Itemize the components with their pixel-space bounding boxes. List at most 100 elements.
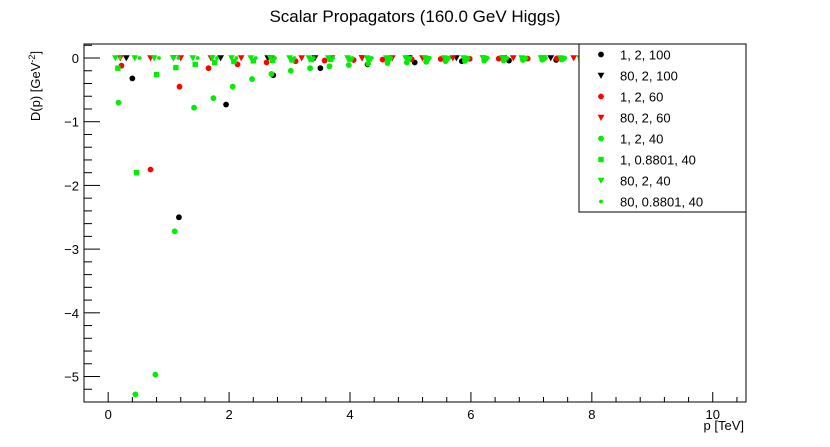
data-point bbox=[211, 59, 218, 66]
data-point bbox=[273, 56, 277, 60]
data-point bbox=[171, 228, 178, 235]
data-point bbox=[482, 55, 489, 62]
data-point bbox=[173, 64, 179, 71]
legend-marker bbox=[598, 93, 604, 100]
data-point bbox=[317, 65, 324, 72]
x-axis-label: p [TeV] bbox=[704, 418, 744, 433]
data-point bbox=[268, 71, 275, 77]
data-point bbox=[382, 55, 390, 62]
data-point bbox=[556, 55, 564, 62]
data-point bbox=[350, 56, 355, 60]
x-tick-label: 10 bbox=[706, 407, 720, 422]
data-point bbox=[115, 99, 122, 106]
y-tick-label: −2 bbox=[64, 178, 79, 193]
data-point bbox=[311, 56, 316, 60]
data-point bbox=[366, 56, 373, 62]
data-point bbox=[524, 56, 529, 60]
data-point bbox=[247, 55, 255, 62]
y-tick-label: 0 bbox=[72, 51, 79, 66]
plot-frame bbox=[83, 43, 747, 403]
data-point bbox=[250, 58, 256, 64]
data-point bbox=[563, 56, 568, 60]
data-point bbox=[345, 62, 352, 68]
data-point bbox=[307, 65, 314, 72]
data-point bbox=[170, 55, 177, 62]
data-point bbox=[326, 63, 333, 70]
y-tick-label: −1 bbox=[64, 115, 79, 130]
legend-label: 1, 2, 60 bbox=[620, 90, 663, 105]
data-point bbox=[210, 95, 217, 102]
data-point bbox=[150, 55, 158, 62]
data-point bbox=[405, 56, 411, 62]
data-point bbox=[363, 55, 371, 62]
data-point bbox=[153, 71, 160, 78]
data-point bbox=[440, 55, 448, 62]
data-point bbox=[437, 56, 444, 62]
legend-marker bbox=[597, 72, 605, 79]
data-point bbox=[157, 56, 161, 60]
data-point bbox=[365, 60, 372, 67]
data-point bbox=[386, 56, 392, 62]
x-tick-label: 8 bbox=[588, 407, 595, 422]
data-point bbox=[402, 55, 410, 62]
data-point bbox=[424, 56, 431, 62]
data-point bbox=[192, 61, 198, 68]
data-point bbox=[463, 55, 469, 62]
data-point bbox=[408, 56, 413, 60]
data-point bbox=[147, 166, 154, 173]
data-point bbox=[129, 75, 136, 82]
legend-label: 1, 2, 40 bbox=[620, 132, 663, 147]
data-point bbox=[217, 55, 225, 62]
data-point bbox=[112, 55, 119, 62]
data-point bbox=[152, 371, 159, 378]
legend-marker bbox=[597, 177, 605, 184]
data-point bbox=[321, 57, 328, 64]
data-point bbox=[379, 56, 386, 63]
data-point bbox=[115, 65, 121, 71]
data-point bbox=[427, 56, 432, 60]
data-point bbox=[444, 55, 450, 62]
data-point bbox=[229, 83, 236, 90]
x-tick-label: 4 bbox=[346, 407, 353, 422]
data-point bbox=[308, 56, 315, 63]
data-point bbox=[521, 55, 527, 62]
data-point bbox=[205, 65, 212, 72]
data-point bbox=[305, 55, 313, 62]
data-point bbox=[191, 104, 197, 111]
data-point bbox=[189, 55, 197, 62]
data-point bbox=[132, 391, 139, 398]
data-point bbox=[389, 56, 394, 60]
data-point bbox=[518, 55, 526, 62]
legend-label: 1, 0.8801, 40 bbox=[620, 153, 696, 168]
x-tick-label: 0 bbox=[105, 407, 112, 422]
legend: 1, 2, 100 80, 2, 100 1, 2, 60 80, 2, 60 1, 2… bbox=[578, 43, 747, 213]
data-point bbox=[560, 55, 566, 62]
data-point bbox=[358, 55, 366, 62]
data-point bbox=[485, 56, 490, 60]
data-point bbox=[215, 56, 219, 60]
legend-box bbox=[578, 43, 747, 213]
data-point bbox=[223, 101, 229, 108]
legend-marker bbox=[599, 199, 603, 204]
data-point bbox=[131, 55, 139, 62]
y-tick-label: −3 bbox=[64, 242, 79, 257]
data-point bbox=[543, 56, 548, 60]
chart-title: Scalar Propagators (160.0 GeV Higgs) bbox=[269, 7, 560, 26]
data-point bbox=[479, 55, 487, 62]
data-point bbox=[195, 56, 200, 60]
data-point bbox=[176, 214, 182, 221]
data-point bbox=[289, 57, 295, 63]
data-point bbox=[447, 56, 452, 60]
data-point bbox=[237, 55, 245, 62]
legend-label: 80, 0.8801, 40 bbox=[620, 195, 703, 210]
data-point bbox=[208, 55, 216, 62]
data-point bbox=[347, 56, 353, 62]
x-tick-label: 6 bbox=[467, 407, 474, 422]
data-point bbox=[384, 60, 391, 67]
data-point bbox=[234, 56, 239, 60]
legend-marker bbox=[598, 135, 604, 142]
y-axis-label-close: ] bbox=[28, 51, 43, 55]
legend-marker bbox=[597, 114, 605, 121]
data-point bbox=[509, 55, 517, 62]
data-point bbox=[369, 56, 374, 60]
